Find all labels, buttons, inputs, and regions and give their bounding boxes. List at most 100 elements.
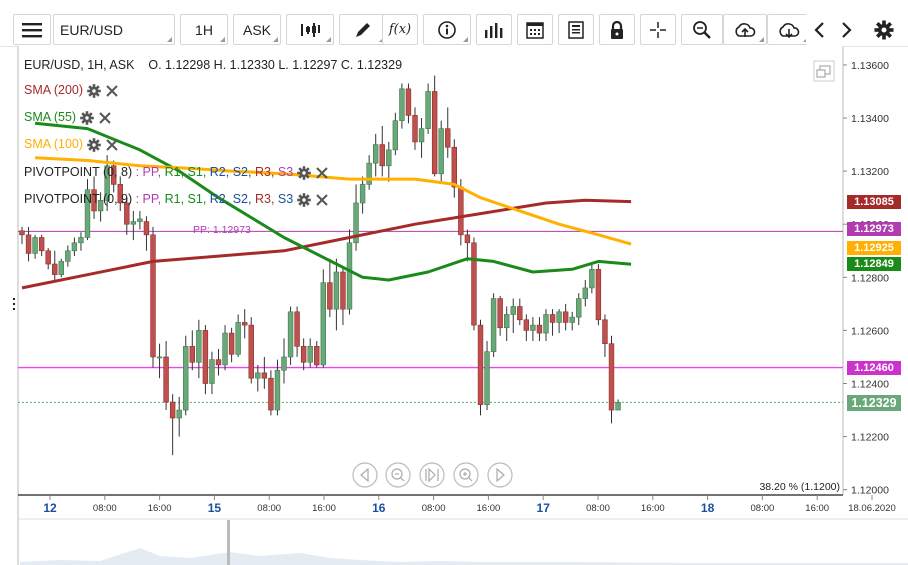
indicator-legend-item[interactable]: SMA (100) [24,137,119,152]
next-button[interactable] [834,14,860,45]
candle [451,139,457,198]
crosshair-button[interactable] [640,14,676,45]
candle [615,399,621,411]
candle [556,309,562,334]
candle [222,325,228,371]
chart-type-button[interactable] [286,14,334,45]
candle [52,250,58,280]
gear-icon[interactable] [87,137,101,152]
pivot-level-label: R1 [164,165,181,179]
candle [405,83,412,124]
candle [209,351,215,395]
chevron-left-icon [814,21,824,38]
upload-button[interactable] [723,14,767,45]
indicator-label: SMA (55) [24,110,77,124]
timeframe-selector[interactable]: 1H [180,14,228,45]
candle [228,327,235,363]
pivot-level-label: S3 [277,165,294,179]
settings-button[interactable] [868,14,900,45]
zoom-out-button[interactable] [385,462,411,488]
timeframe-label: 1H [195,21,213,38]
candle [215,348,222,376]
indicator-legend-item[interactable]: SMA (200) [24,83,119,98]
candle [608,335,615,424]
reset-view-button[interactable] [419,462,445,488]
pivot-level-label: R1 [164,192,181,206]
indicator-legend-item[interactable]: SMA (55) [24,110,112,125]
candle [589,264,595,294]
scroll-left-button[interactable] [352,462,378,488]
price-type-selector[interactable]: ASK [233,14,281,45]
pivot-pp-label: PP: 1.12973 [193,224,251,236]
candle [359,176,366,214]
lock-button[interactable] [599,14,635,45]
pencil-icon [356,22,370,37]
candle [379,125,385,177]
navigator-handle[interactable] [227,520,230,565]
time-tick-label: 15 [208,501,222,515]
reset-view-icon [425,467,439,483]
close-icon[interactable] [105,84,119,98]
candle [91,176,97,219]
drag-handle-icon[interactable] [13,298,15,310]
gear-icon[interactable] [297,165,311,180]
candle [543,309,549,342]
pivot-legend-item[interactable]: PIVOTPOINT (0, 8) : PP, R1, S1, R2, S2, … [24,165,329,180]
candle [490,293,497,357]
symbol-selector[interactable]: EUR/USD [53,14,175,45]
function-button[interactable]: f(x) [382,14,418,45]
pivot-level-label: R2 [209,165,226,179]
zoom-out-icon [391,468,403,480]
price-tick-label: 1.12000 [851,485,889,497]
candle [353,184,359,251]
time-tick-label: 12 [43,501,57,515]
candle [58,258,65,278]
time-tick-label: 08:00 [751,503,775,514]
gear-icon[interactable] [80,110,94,125]
candle [156,343,163,379]
candle [445,107,451,158]
candle [150,226,156,368]
candle [38,234,45,257]
candle [314,341,320,368]
candle [255,364,261,392]
info-button[interactable] [423,14,471,45]
chevron-right-icon [842,21,852,38]
expand-icon[interactable] [813,60,835,82]
draw-tool-button[interactable] [339,14,387,45]
candle [510,298,516,334]
indicators-button[interactable] [476,14,512,45]
candle [340,266,346,326]
magnifier-icon [693,20,711,39]
candle [549,309,556,336]
price-tick-label: 1.12800 [851,272,889,284]
news-button[interactable] [558,14,594,45]
candle [464,229,471,262]
scroll-right-button[interactable] [487,462,513,488]
time-tick-label: 16 [372,501,386,515]
pivot-separator: : [132,165,143,179]
close-icon[interactable] [315,166,329,180]
gear-icon[interactable] [297,192,311,207]
close-icon[interactable] [315,193,329,207]
close-icon[interactable] [98,111,112,125]
candle [189,330,195,371]
candles [19,75,621,456]
symbol-label: EUR/USD [60,21,124,38]
price-chart[interactable]: 1.136001.134001.132001.130001.128001.126… [0,46,908,565]
candle [176,396,182,437]
prev-button[interactable] [806,14,832,45]
pivot-legend-item[interactable]: PIVOTPOINT (0, 9) : PP, R1, S1, R2, S2, … [24,192,329,207]
download-button[interactable] [767,14,811,45]
calendar-button[interactable] [517,14,553,45]
sma-55-line [34,121,632,282]
cloud-upload-icon [735,22,756,37]
menu-button[interactable] [13,14,51,45]
zoom-button[interactable] [681,14,723,45]
close-icon[interactable] [105,138,119,152]
candle [124,197,130,235]
zoom-in-button[interactable] [453,462,479,488]
gear-icon[interactable] [87,83,101,98]
pivot-separator: : [132,192,143,206]
candle [392,112,399,156]
